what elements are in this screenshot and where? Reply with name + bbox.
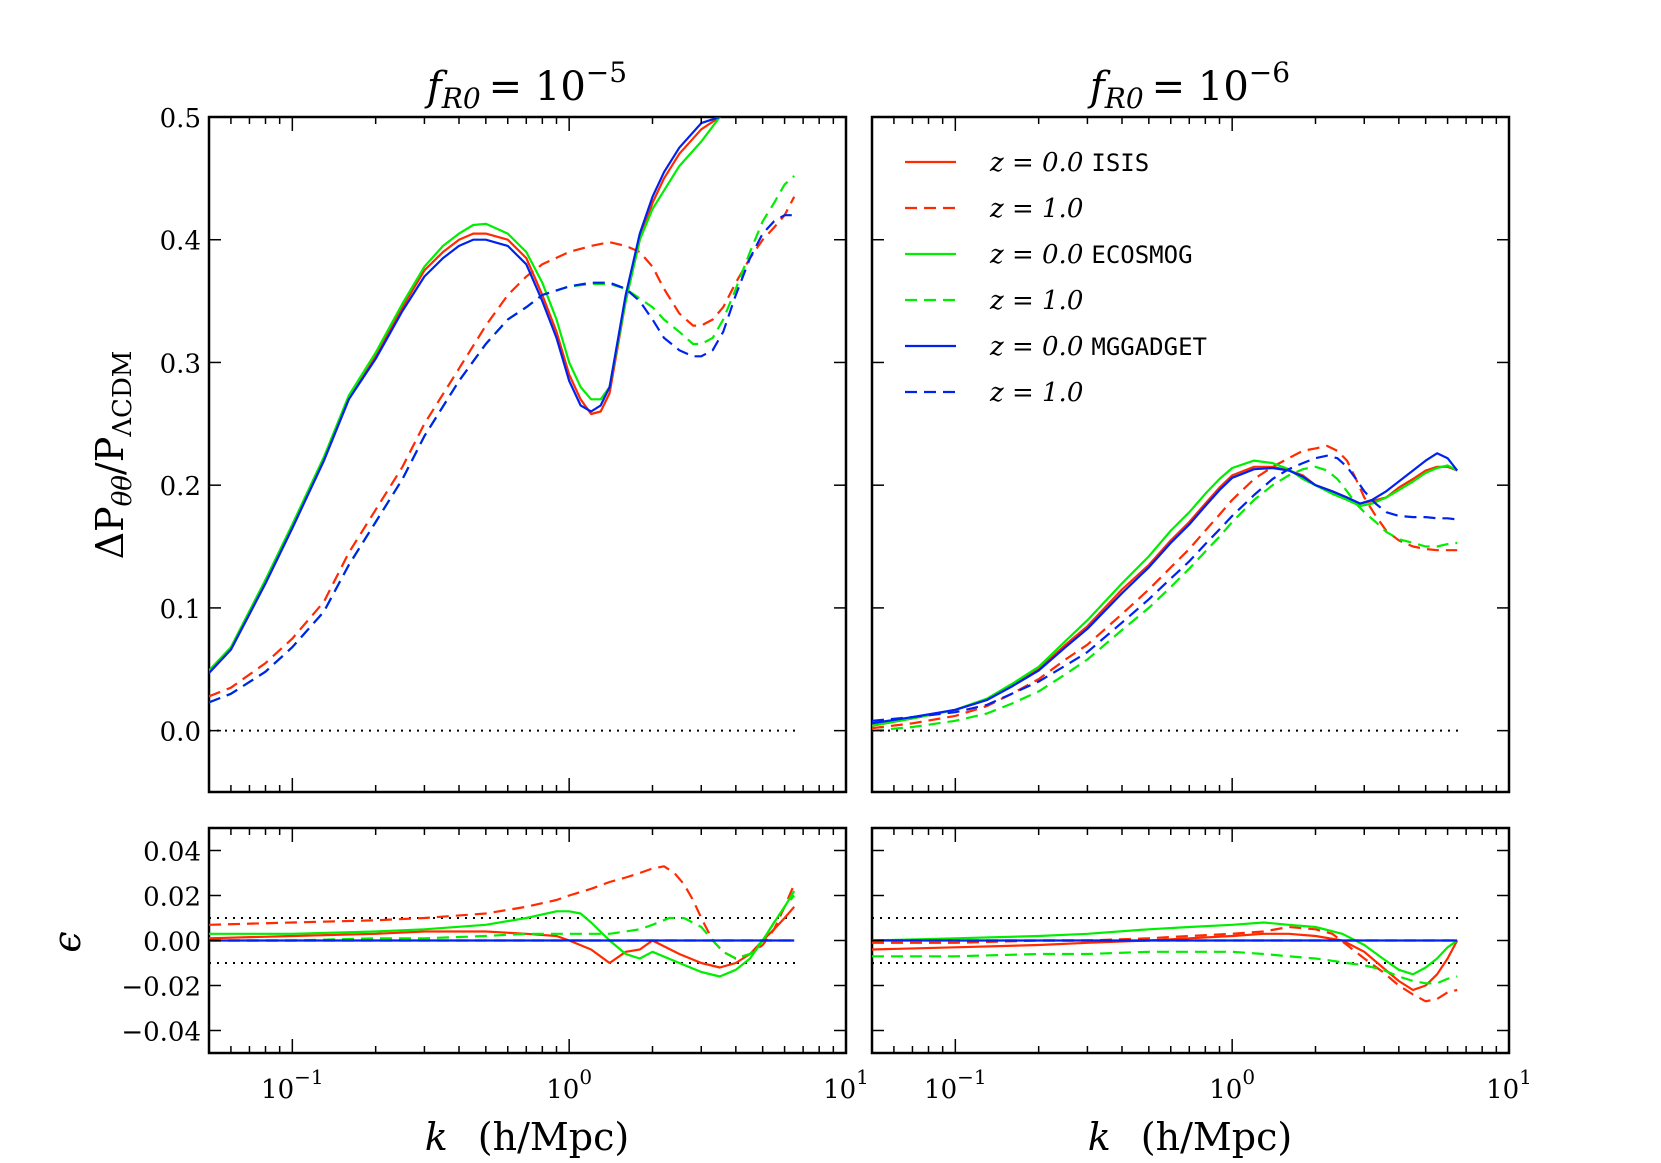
title-top-right: fR0 = 10−6 [1087,56,1290,115]
series-line-5 [209,214,795,704]
title-top-left: fR0 = 10−5 [424,56,627,115]
series-line-2 [209,890,796,978]
y-tick-label: 0.02 [143,883,201,913]
series-line-3 [209,894,796,960]
y-tick-label: 0.5 [160,104,201,134]
x-tick-label: 101 [823,1065,869,1105]
y-tick-label: 0.1 [160,595,201,625]
legend-label: z = 0.0 ISIS [989,148,1149,178]
x-tick-label: 100 [1209,1065,1255,1105]
panel-top-left: 0.0 0.1 0.2 0.3 0.4 0.5 fR0 = 10−5 ΔPθθ/PΛCDM [88,56,848,794]
y-tick-label: −0.04 [121,1018,201,1048]
y-tick-label: 0.0 [160,718,201,748]
series-line-1 [872,925,1458,1003]
y-tick-label: −0.02 [121,973,201,1003]
series-line-4 [872,452,1459,725]
ylabel-top-left: ΔPθθ/PΛCDM [88,351,138,560]
legend: z = 0.0 ISIS z = 1.0 z = 0.0 ECOSMOG z = 1.0 z… [905,148,1207,408]
series-layer-top-right [872,444,1460,732]
x-tick-label: 100 [546,1065,592,1105]
x-tick-label: 101 [1486,1065,1532,1105]
legend-entry: z = 1.0 [905,286,1083,316]
legend-entry: z = 1.0 [905,194,1083,224]
xlabel-bottom-right: k (h/Mpc) [1088,1115,1292,1159]
legend-entry: z = 0.0 ISIS [905,148,1149,178]
legend-entry: z = 0.0 ECOSMOG [905,240,1193,270]
series-line-4 [209,117,721,674]
series-line-1 [872,444,1458,730]
y-tick-label: 0.4 [160,227,201,257]
series-line-0 [872,932,1459,992]
series-line-1 [209,196,796,698]
series-layer-bottom-right [872,917,1460,1003]
series-line-0 [209,906,796,969]
y-tick-label: 0.04 [143,838,201,868]
ylabel-bottom-left: ϵ [45,931,89,952]
y-tick-label: 0.3 [160,349,201,379]
series-line-2 [209,117,721,672]
series-layer-top-left [209,117,797,732]
series-line-2 [872,459,1458,727]
legend-label: z = 1.0 [989,194,1083,224]
x-tick-label: 10−1 [261,1065,324,1105]
legend-label: z = 1.0 [989,286,1083,316]
y-tick-label: 0.00 [143,928,201,958]
legend-entry: z = 1.0 [905,378,1083,408]
ticks-top-left: 0.0 0.1 0.2 0.3 0.4 0.5 [160,104,847,792]
ticks-top-right [871,116,1510,792]
panel-bottom-right: 10−1 100 101 k (h/Mpc) [870,826,1532,1159]
series-layer-bottom-left [209,865,797,978]
series-line-2 [872,921,1458,976]
x-tick-label: 10−1 [924,1065,987,1105]
series-line-5 [872,454,1458,722]
panel-bottom-left: 10−1 100 101 0.04 0.02 0.00 −0.02 −0.04 ϵ k (h/M… [45,826,869,1159]
legend-entry: z = 0.0 MGGADGET [905,332,1207,362]
series-line-3 [872,465,1458,732]
xlabel-bottom-left: k (h/Mpc) [425,1115,629,1159]
legend-label: z = 1.0 [989,378,1083,408]
ticks-bottom-left: 10−1 100 101 0.04 0.02 0.00 −0.02 −0.04 [121,828,869,1105]
legend-label: z = 0.0 ECOSMOG [989,240,1193,270]
legend-label: z = 0.0 MGGADGET [989,332,1207,362]
series-line-3 [872,950,1458,985]
panel-top-right: fR0 = 10−6 z = 0.0 ISIS z = 1.0 z = 0.0 ECOSM… [870,56,1511,794]
ticks-bottom-right: 10−1 100 101 [871,828,1532,1105]
y-tick-label: 0.2 [160,472,201,502]
